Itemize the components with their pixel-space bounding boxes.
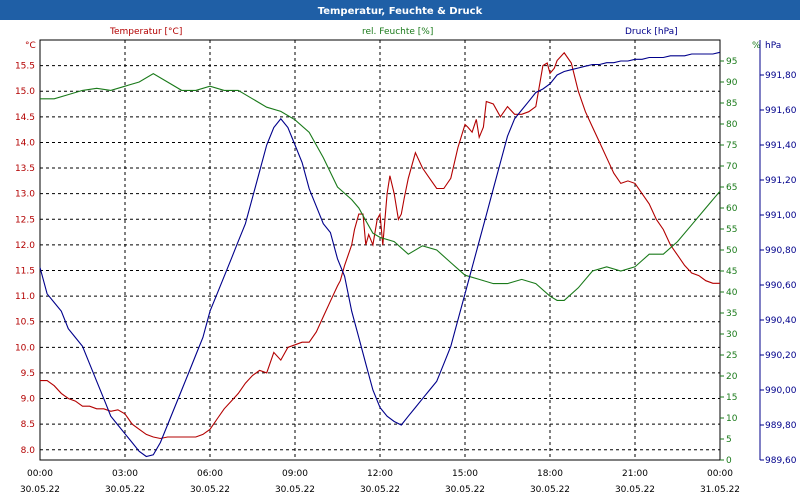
title-bar (0, 0, 800, 20)
pressure-tick-label: 991,60 (765, 106, 797, 116)
humidity-tick-label: 15 (726, 393, 737, 403)
temperature-tick-label: 11.0 (15, 292, 35, 302)
pressure-tick-label: 990,40 (765, 316, 797, 326)
humidity-axis-label: rel. Feuchte [%] (362, 27, 433, 37)
humidity-tick-label: 70 (726, 162, 738, 172)
humidity-tick-label: 55 (726, 225, 737, 235)
x-tick-time: 00:00 (27, 469, 53, 479)
temperature-tick-label: 14.0 (15, 138, 35, 148)
x-tick-date: 30.05.22 (530, 485, 570, 495)
pressure-tick-label: 989,80 (765, 421, 797, 431)
axes (39, 39, 764, 461)
pressure-tick-label: 991,80 (765, 71, 797, 81)
temperature-tick-label: 15.5 (15, 62, 35, 72)
temperature-tick-label: 10.5 (15, 318, 35, 328)
pressure-tick-label: 991,40 (765, 141, 797, 151)
x-tick-time: 21:00 (622, 469, 648, 479)
temperature-tick-label: 10.0 (15, 343, 35, 353)
x-tick-time: 09:00 (282, 469, 308, 479)
temperature-tick-label: 8.5 (21, 420, 35, 430)
x-tick-date: 30.05.22 (275, 485, 315, 495)
pressure-tick-label: 991,20 (765, 176, 797, 186)
humidity-tick-label: 30 (726, 330, 738, 340)
humidity-tick-label: 50 (726, 246, 738, 256)
temperature-tick-label: 12.5 (15, 215, 35, 225)
humidity-unit: % (752, 41, 761, 51)
temperature-unit: °C (25, 41, 36, 51)
temperature-tick-label: 14.5 (15, 113, 35, 123)
humidity-tick-label: 0 (726, 456, 732, 466)
humidity-tick-label: 90 (726, 78, 738, 88)
humidity-tick-label: 85 (726, 99, 737, 109)
humidity-tick-label: 35 (726, 309, 737, 319)
humidity-tick-label: 75 (726, 141, 737, 151)
x-tick-time: 03:00 (112, 469, 138, 479)
temperature-tick-label: 13.5 (15, 164, 35, 174)
humidity-tick-label: 65 (726, 183, 737, 193)
x-tick-date: 30.05.22 (445, 485, 485, 495)
pressure-tick-label: 989,60 (765, 456, 797, 466)
x-tick-time: 12:00 (367, 469, 393, 479)
humidity-tick-label: 60 (726, 204, 738, 214)
humidity-series-line (40, 72, 721, 301)
pressure-tick-label: 990,60 (765, 281, 797, 291)
temperature-axis-label: Temperatur [°C] (109, 27, 182, 37)
x-tick-time: 15:00 (452, 469, 478, 479)
temperature-tick-label: 9.5 (21, 369, 35, 379)
humidity-tick-label: 45 (726, 267, 737, 277)
temperature-tick-label: 13.0 (15, 190, 35, 200)
temperature-tick-label: 11.5 (15, 266, 35, 276)
humidity-tick-label: 20 (726, 372, 738, 382)
pressure-tick-label: 990,20 (765, 351, 797, 361)
chart-title: Temperatur, Feuchte & Druck (318, 6, 483, 17)
grid (40, 40, 720, 460)
temperature-tick-label: 9.0 (21, 395, 36, 405)
pressure-tick-label: 990,00 (765, 386, 797, 396)
humidity-tick-label: 40 (726, 288, 738, 298)
temperature-series-line (40, 51, 720, 440)
temperature-tick-label: 8.0 (21, 446, 36, 456)
humidity-tick-label: 80 (726, 120, 738, 130)
x-tick-time: 06:00 (197, 469, 223, 479)
x-tick-date: 30.05.22 (190, 485, 230, 495)
x-tick-date: 30.05.22 (105, 485, 145, 495)
temperature-tick-label: 15.0 (15, 87, 35, 97)
tick-labels: 00:00 30.05.22 03:00 30.05.22 06:00 30.05.22 0… (15, 57, 797, 495)
x-tick-date: 30.05.22 (20, 485, 60, 495)
pressure-tick-label: 990,80 (765, 246, 797, 256)
x-tick-date: 31.05.22 (700, 485, 740, 495)
humidity-tick-label: 10 (726, 414, 738, 424)
humidity-tick-label: 25 (726, 351, 737, 361)
pressure-unit: hPa (765, 41, 781, 51)
temperature-tick-label: 12.0 (15, 241, 35, 251)
pressure-axis-label: Druck [hPa] (625, 27, 678, 37)
x-tick-date: 30.05.22 (360, 485, 400, 495)
series (39, 51, 721, 458)
pressure-tick-label: 991,00 (765, 211, 797, 221)
humidity-tick-label: 5 (726, 435, 732, 445)
x-tick-date: 30.05.22 (615, 485, 655, 495)
pressure-series-line (39, 51, 721, 458)
x-tick-time: 00:00 (707, 469, 733, 479)
x-tick-time: 18:00 (537, 469, 563, 479)
humidity-tick-label: 95 (726, 57, 737, 67)
